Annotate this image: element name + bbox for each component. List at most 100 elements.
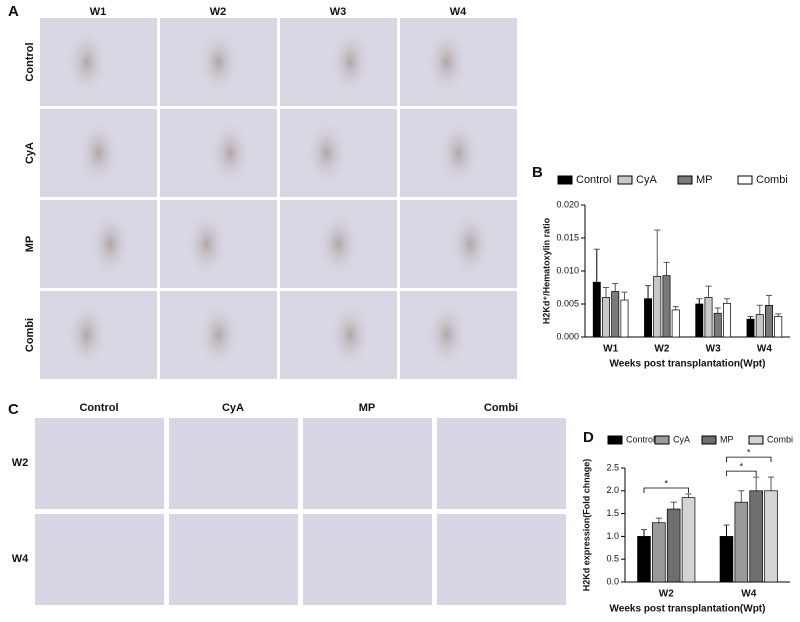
x-tick-label: W2 xyxy=(659,589,674,600)
row-label: CyA xyxy=(24,142,36,164)
legend-swatch xyxy=(607,435,623,445)
significance-bracket xyxy=(726,456,772,463)
legend-label: Control xyxy=(576,174,611,186)
micrograph xyxy=(35,418,164,509)
stain xyxy=(317,210,360,278)
bar xyxy=(620,299,629,338)
stain xyxy=(77,119,120,187)
bar xyxy=(681,497,696,583)
column-label: W4 xyxy=(450,6,467,18)
y-axis-label: H2Kd expression(Fold chnage) xyxy=(581,459,591,592)
column-label: W3 xyxy=(330,6,347,18)
micrograph xyxy=(303,418,432,509)
legend-label: Combi xyxy=(756,174,788,186)
bar xyxy=(671,309,680,338)
panel-label: D xyxy=(583,429,594,446)
panel-label: A xyxy=(8,3,19,20)
column-label: Control xyxy=(79,402,118,414)
stain xyxy=(425,301,468,369)
stain xyxy=(197,301,240,369)
bar xyxy=(662,275,671,338)
stain xyxy=(89,210,132,278)
bar xyxy=(722,302,731,338)
micrograph xyxy=(437,514,566,605)
x-tick-label: W3 xyxy=(706,344,721,355)
row-label: W2 xyxy=(12,457,29,469)
bar xyxy=(765,304,773,338)
stain xyxy=(329,28,372,96)
legend-swatch xyxy=(737,175,753,185)
stain xyxy=(65,28,108,96)
row-label: Combi xyxy=(24,318,36,352)
bar xyxy=(644,298,652,338)
row-label: Control xyxy=(24,42,36,81)
bar xyxy=(611,291,620,338)
bar xyxy=(755,314,764,338)
bar xyxy=(602,297,610,338)
stain xyxy=(329,301,372,369)
legend-swatch xyxy=(654,435,670,445)
y-tick-label: 0.015 xyxy=(556,232,579,242)
legend-swatch xyxy=(617,175,633,185)
significance-label: * xyxy=(740,461,744,471)
bar xyxy=(637,536,651,583)
significance-label: * xyxy=(747,447,751,457)
x-axis-label: Weeks post transplantation(Wpt) xyxy=(610,359,766,370)
y-tick-label: 0.0 xyxy=(606,576,619,586)
y-tick-label: 1.0 xyxy=(606,531,619,541)
column-label: W2 xyxy=(210,6,227,18)
stain xyxy=(65,301,108,369)
x-axis-label: Weeks post transplantation(Wpt) xyxy=(610,604,766,615)
panel-label: B xyxy=(532,164,543,181)
x-tick-label: W1 xyxy=(603,344,618,355)
y-tick-label: 2.5 xyxy=(606,462,619,472)
column-label: W1 xyxy=(90,6,107,18)
significance-bracket xyxy=(726,470,757,477)
bar xyxy=(746,318,755,338)
column-label: CyA xyxy=(222,402,244,414)
micrograph xyxy=(35,514,164,605)
micrograph xyxy=(169,514,298,605)
y-tick-label: 0.010 xyxy=(556,265,579,275)
bar xyxy=(704,297,713,338)
column-label: MP xyxy=(359,402,376,414)
bar xyxy=(666,508,681,583)
bar xyxy=(749,490,763,583)
micrograph xyxy=(169,418,298,509)
bar xyxy=(764,490,778,583)
micrograph xyxy=(437,418,566,509)
legend-label: Combi xyxy=(767,434,793,444)
legend-swatch xyxy=(557,175,573,185)
legend-label: Control xyxy=(626,434,655,444)
legend-label: MP xyxy=(720,434,734,444)
y-tick-label: 1.5 xyxy=(606,508,619,518)
row-label: MP xyxy=(24,236,36,253)
micrograph xyxy=(303,514,432,605)
bar xyxy=(592,281,601,338)
bar xyxy=(774,316,783,338)
y-tick-label: 2.0 xyxy=(606,485,619,495)
stain xyxy=(197,28,240,96)
stain xyxy=(425,28,468,96)
column-label: Combi xyxy=(484,402,518,414)
legend-swatch xyxy=(677,175,693,185)
legend-label: CyA xyxy=(673,434,690,444)
bar xyxy=(652,522,666,583)
y-axis-label: H2Kd⁺/Hematoxylin ratio xyxy=(541,217,551,324)
stain xyxy=(449,210,492,278)
stain xyxy=(437,119,480,187)
bar xyxy=(734,501,749,583)
bar xyxy=(653,275,662,338)
bar xyxy=(713,312,722,338)
x-tick-label: W4 xyxy=(741,589,756,600)
x-tick-label: W2 xyxy=(654,344,669,355)
bar xyxy=(719,536,734,583)
y-tick-label: 0.005 xyxy=(556,298,579,308)
y-tick-label: 0.5 xyxy=(606,554,619,564)
significance-label: * xyxy=(664,478,668,488)
y-tick-label: 0.000 xyxy=(556,331,579,341)
legend-label: MP xyxy=(696,174,713,186)
y-tick-label: 0.020 xyxy=(556,199,579,209)
legend-swatch xyxy=(701,435,717,445)
panel-label: C xyxy=(8,401,19,418)
